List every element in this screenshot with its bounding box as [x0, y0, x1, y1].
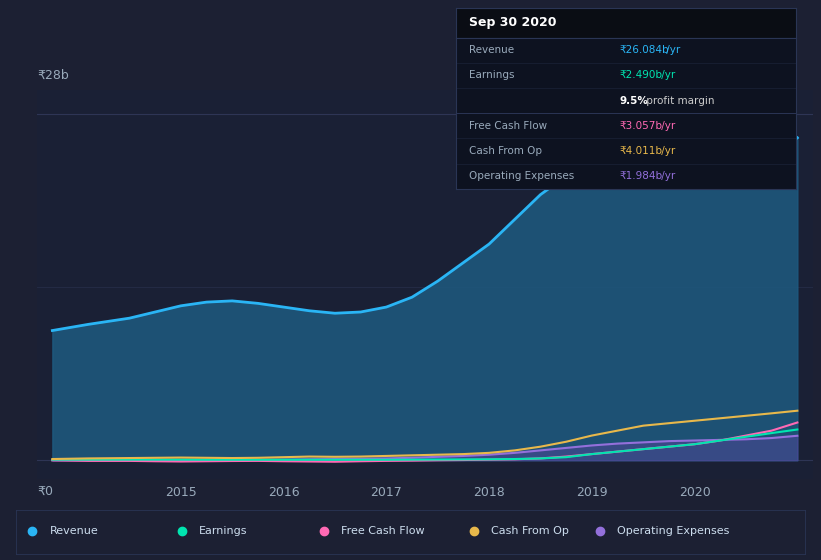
Text: Sep 30 2020: Sep 30 2020: [470, 16, 557, 30]
Text: ₹0: ₹0: [37, 484, 53, 498]
Text: Cash From Op: Cash From Op: [491, 526, 569, 536]
Text: /yr: /yr: [658, 146, 676, 156]
Text: Revenue: Revenue: [49, 526, 99, 536]
Text: Revenue: Revenue: [470, 45, 515, 55]
Text: ₹2.490b: ₹2.490b: [619, 71, 663, 80]
Text: Operating Expenses: Operating Expenses: [617, 526, 729, 536]
Text: ₹28b: ₹28b: [37, 69, 69, 82]
Text: /yr: /yr: [658, 121, 676, 130]
Text: /yr: /yr: [663, 45, 681, 55]
Text: Earnings: Earnings: [200, 526, 248, 536]
Text: ₹3.057b: ₹3.057b: [619, 121, 663, 130]
Text: Cash From Op: Cash From Op: [470, 146, 543, 156]
Text: profit margin: profit margin: [643, 96, 714, 105]
Text: Free Cash Flow: Free Cash Flow: [342, 526, 424, 536]
Text: Earnings: Earnings: [470, 71, 515, 80]
Text: /yr: /yr: [658, 71, 676, 80]
Text: ₹1.984b: ₹1.984b: [619, 171, 663, 181]
Text: 9.5%: 9.5%: [619, 96, 648, 105]
Text: ₹4.011b: ₹4.011b: [619, 146, 663, 156]
Text: Operating Expenses: Operating Expenses: [470, 171, 575, 181]
Text: Free Cash Flow: Free Cash Flow: [470, 121, 548, 130]
Text: ₹26.084b: ₹26.084b: [619, 45, 669, 55]
Text: /yr: /yr: [658, 171, 676, 181]
